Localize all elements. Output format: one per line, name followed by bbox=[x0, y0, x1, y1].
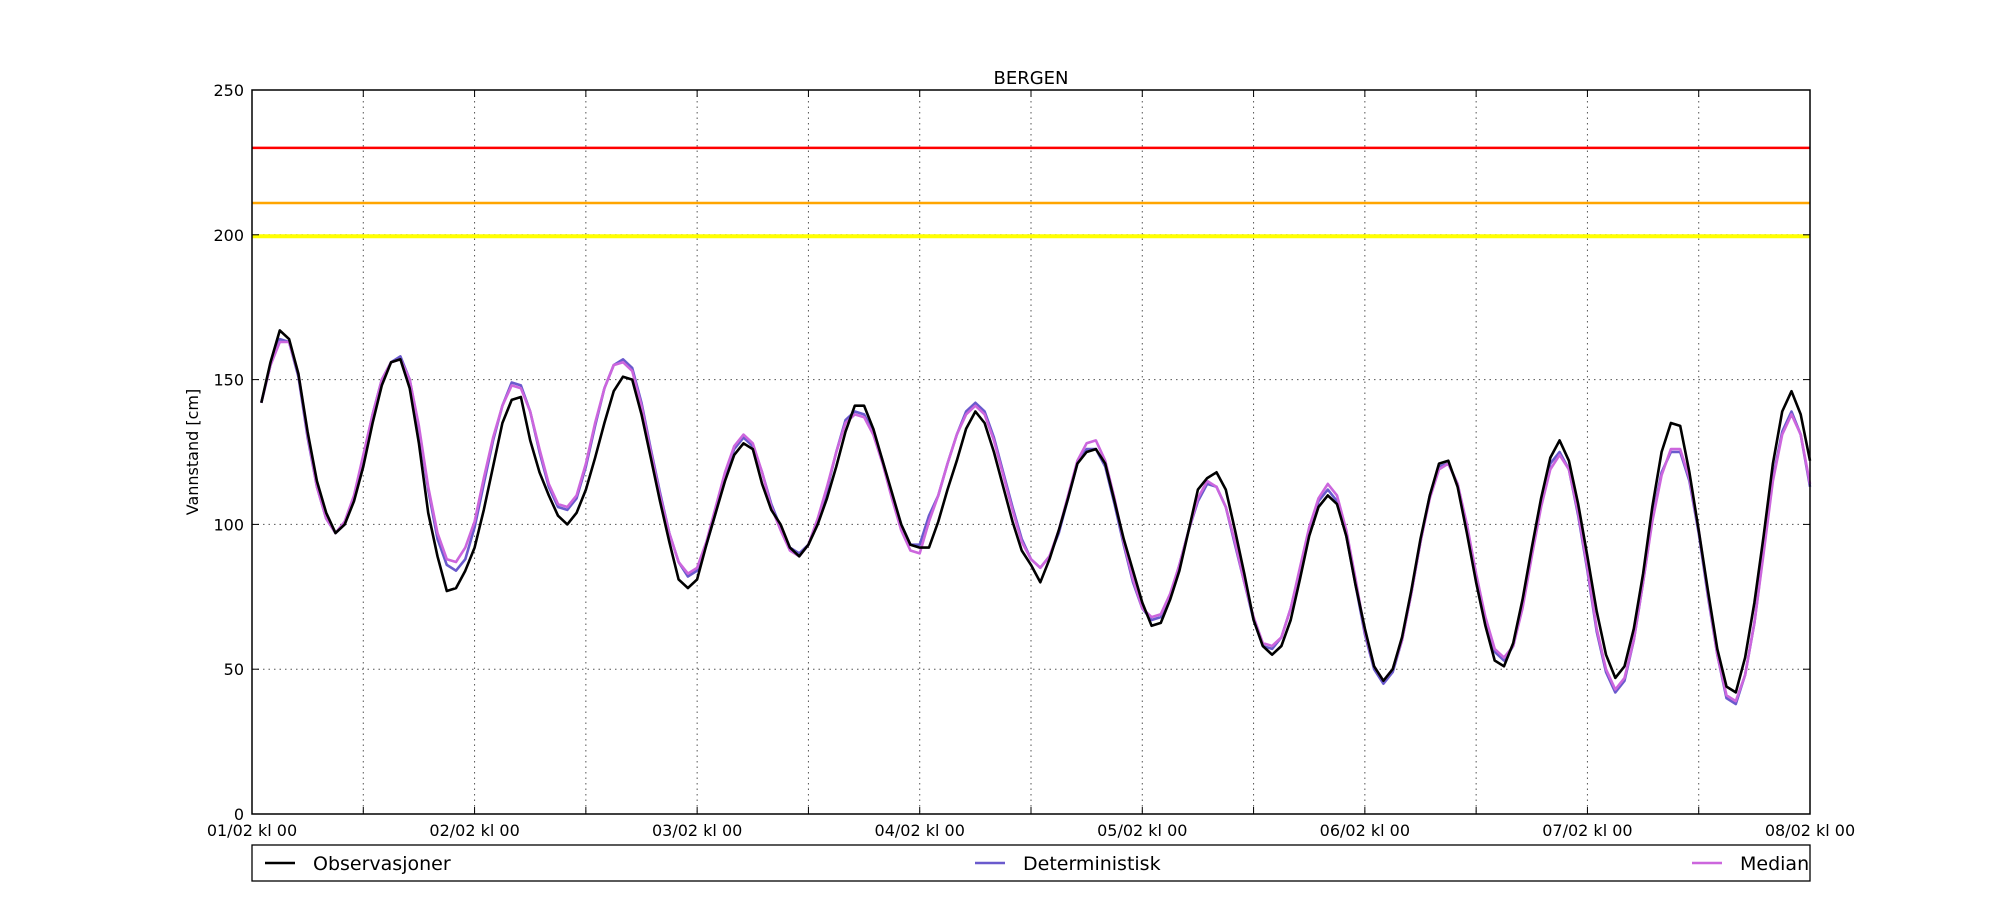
series-line-1 bbox=[260, 337, 1812, 706]
chart-title: BERGEN bbox=[993, 68, 1068, 89]
y-tick-label-4: 200 bbox=[213, 226, 244, 245]
x-tick-label-0: 01/02 kl 00 bbox=[207, 821, 297, 840]
x-tick-label-10: 06/02 kl 00 bbox=[1320, 821, 1410, 840]
x-tick-label-4: 03/02 kl 00 bbox=[652, 821, 742, 840]
legend-label-1: Deterministisk bbox=[1023, 853, 1161, 875]
y-tick-label-2: 100 bbox=[213, 515, 244, 534]
plot-frame bbox=[251, 89, 1811, 815]
series-line-0 bbox=[260, 329, 1812, 694]
y-tick-label-3: 150 bbox=[213, 371, 244, 390]
legend-label-0: Observasjoner bbox=[313, 853, 451, 875]
threshold-lines bbox=[252, 146, 1810, 239]
legend-label-2: Median bbox=[1740, 853, 1809, 875]
x-tick-label-2: 02/02 kl 00 bbox=[429, 821, 519, 840]
x-tick-label-8: 05/02 kl 00 bbox=[1097, 821, 1187, 840]
grid bbox=[252, 90, 1810, 814]
series-line-2 bbox=[260, 340, 1812, 703]
y-tick-label-0: 0 bbox=[234, 805, 244, 824]
series-lines bbox=[260, 329, 1812, 706]
x-axis-ticks: 01/02 kl 00 02/02 kl 00 03/02 kl 00 04/02 k… bbox=[207, 90, 1855, 840]
y-tick-label-1: 50 bbox=[224, 660, 244, 679]
y-axis-label: Vannstand [cm] bbox=[183, 389, 202, 515]
y-axis-ticks: 0 50 100 150 200 250 bbox=[213, 81, 1810, 824]
legend-box bbox=[251, 844, 1811, 882]
x-tick-label-6: 04/02 kl 00 bbox=[875, 821, 965, 840]
y-tick-label-5: 250 bbox=[213, 81, 244, 100]
x-tick-label-14: 08/02 kl 00 bbox=[1765, 821, 1855, 840]
x-tick-label-12: 07/02 kl 00 bbox=[1542, 821, 1632, 840]
legend: Observasjoner Deterministisk Median bbox=[251, 844, 1811, 882]
